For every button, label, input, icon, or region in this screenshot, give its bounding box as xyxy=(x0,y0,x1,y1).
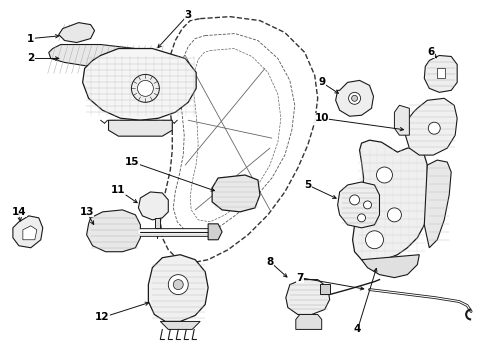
Text: 10: 10 xyxy=(315,113,329,123)
Text: 1: 1 xyxy=(27,33,34,44)
Polygon shape xyxy=(13,216,43,248)
Polygon shape xyxy=(362,255,419,278)
Polygon shape xyxy=(319,284,330,293)
Polygon shape xyxy=(155,218,160,228)
Polygon shape xyxy=(49,45,172,75)
Text: 8: 8 xyxy=(266,257,273,267)
Circle shape xyxy=(173,280,183,289)
Circle shape xyxy=(358,214,366,222)
Circle shape xyxy=(376,167,392,183)
Text: 7: 7 xyxy=(296,273,303,283)
Text: 6: 6 xyxy=(428,48,435,58)
Polygon shape xyxy=(424,55,457,92)
Circle shape xyxy=(428,122,440,134)
Polygon shape xyxy=(160,321,200,329)
Polygon shape xyxy=(437,68,445,78)
Circle shape xyxy=(349,195,360,205)
Polygon shape xyxy=(286,280,330,315)
Circle shape xyxy=(352,95,358,101)
Circle shape xyxy=(348,92,361,104)
Polygon shape xyxy=(405,98,457,155)
Text: 2: 2 xyxy=(27,54,34,63)
Polygon shape xyxy=(394,105,409,135)
Polygon shape xyxy=(296,315,322,329)
Circle shape xyxy=(388,208,401,222)
Polygon shape xyxy=(23,226,37,240)
Circle shape xyxy=(137,80,153,96)
Circle shape xyxy=(168,275,188,294)
Polygon shape xyxy=(83,49,196,120)
Text: 13: 13 xyxy=(79,207,94,217)
Polygon shape xyxy=(424,160,451,248)
Text: 3: 3 xyxy=(185,10,192,20)
Polygon shape xyxy=(108,120,172,136)
Polygon shape xyxy=(59,23,95,42)
Polygon shape xyxy=(338,182,379,228)
Text: 14: 14 xyxy=(12,207,26,217)
Circle shape xyxy=(131,75,159,102)
Polygon shape xyxy=(208,224,222,240)
Polygon shape xyxy=(353,140,427,262)
Polygon shape xyxy=(87,210,141,252)
Polygon shape xyxy=(138,192,168,220)
Polygon shape xyxy=(160,17,318,263)
Text: 11: 11 xyxy=(111,185,126,195)
Text: 12: 12 xyxy=(95,312,110,323)
Text: 9: 9 xyxy=(318,77,325,87)
Polygon shape xyxy=(336,80,373,116)
Polygon shape xyxy=(148,255,208,321)
Text: 4: 4 xyxy=(354,324,361,334)
Text: 5: 5 xyxy=(304,180,311,190)
Text: 15: 15 xyxy=(125,157,140,167)
Circle shape xyxy=(364,201,371,209)
Circle shape xyxy=(366,231,384,249)
Polygon shape xyxy=(212,175,260,212)
